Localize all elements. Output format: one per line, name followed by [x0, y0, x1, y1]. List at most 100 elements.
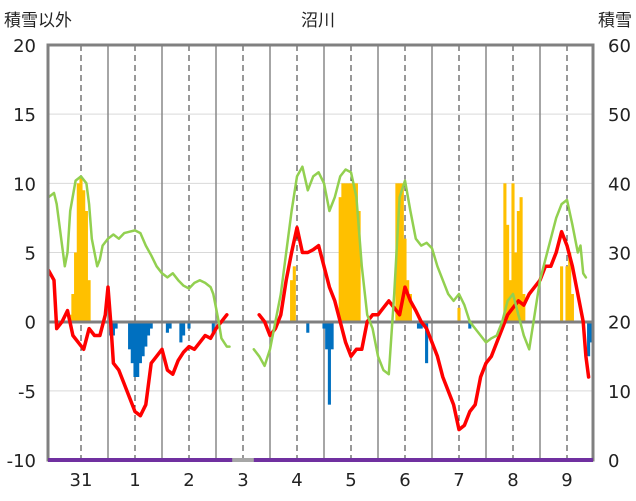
blue-bar	[144, 321, 148, 347]
blue-bar	[425, 321, 429, 364]
right-tick-label: 40	[608, 174, 631, 195]
x-tick-label: 4	[291, 470, 302, 491]
orange-bar	[400, 183, 404, 322]
orange-bar	[508, 280, 512, 322]
left-tick-label: 15	[13, 105, 36, 126]
right-tick-label: 60	[608, 36, 631, 57]
orange-bar	[519, 197, 523, 322]
blue-bar	[141, 321, 145, 357]
orange-bars	[68, 176, 574, 322]
blue-bars	[109, 321, 593, 405]
gridlines	[48, 45, 593, 460]
red-series-line	[252, 165, 588, 376]
blue-bar	[327, 321, 331, 405]
orange-bar	[344, 183, 348, 322]
blue-bar	[182, 321, 186, 336]
blue-bar	[325, 321, 329, 350]
left-tick-label: 0	[25, 313, 36, 334]
x-tick-label: 6	[399, 470, 410, 491]
blue-bar	[330, 321, 334, 350]
orange-bar	[357, 211, 361, 322]
left-tick-label: 20	[13, 36, 36, 57]
blue-bar	[187, 321, 191, 329]
blue-bar	[179, 321, 183, 343]
orange-bar	[338, 197, 342, 322]
left-axis-label: 積雪以外	[4, 11, 72, 31]
orange-bar	[87, 280, 91, 322]
orange-bar	[349, 183, 353, 322]
blue-bar	[587, 321, 591, 357]
orange-bar	[354, 183, 358, 322]
right-tick-labels: 60 50 40 30 20 10 0	[608, 36, 631, 472]
blue-bar	[130, 321, 134, 364]
orange-bar	[506, 224, 510, 322]
left-tick-label: -10	[7, 451, 36, 472]
red-series-line	[47, 175, 231, 348]
blue-bar	[133, 321, 137, 377]
blue-bar	[111, 321, 115, 336]
orange-bar	[346, 183, 350, 322]
blue-bar	[165, 321, 169, 333]
green-series-line	[46, 268, 229, 418]
orange-bar	[84, 211, 88, 322]
x-tick-label: 3	[237, 470, 248, 491]
x-tick-label: 5	[345, 470, 356, 491]
right-axis-label: 積雪	[598, 11, 632, 31]
right-tick-label: 0	[608, 451, 619, 472]
bottom-strip-bar	[48, 458, 593, 462]
bottom-strip	[48, 458, 593, 462]
blue-bar	[136, 321, 140, 377]
orange-bar	[516, 211, 520, 322]
orange-bar	[290, 280, 294, 322]
orange-bar	[568, 252, 572, 322]
x-tick-label: 7	[453, 470, 464, 491]
orange-bar	[292, 266, 296, 322]
orange-bar	[457, 307, 461, 322]
orange-bar	[511, 183, 515, 322]
orange-bar	[514, 252, 518, 322]
blue-bar	[211, 321, 215, 333]
left-tick-labels: 20 15 10 5 0 -5 -10	[7, 36, 36, 472]
blue-bar	[146, 321, 151, 336]
left-tick-label: 10	[13, 174, 36, 195]
blue-bar	[468, 321, 472, 329]
x-tick-label: 8	[507, 470, 518, 491]
orange-bar	[79, 176, 83, 322]
bottom-strip-gap	[232, 458, 254, 462]
orange-bar	[76, 183, 80, 322]
orange-bar	[503, 183, 507, 322]
x-tick-label: 31	[70, 470, 93, 491]
blue-bar	[419, 321, 423, 329]
orange-bar	[352, 183, 356, 322]
blue-bar	[416, 321, 421, 329]
right-tick-label: 10	[608, 382, 631, 403]
x-tick-label: 9	[561, 470, 572, 491]
orange-bar	[560, 266, 564, 322]
orange-bar	[82, 190, 86, 322]
blue-bar	[168, 321, 172, 329]
blue-bar	[306, 321, 310, 333]
blue-bar	[149, 321, 153, 329]
orange-bar	[565, 266, 569, 322]
series-lines	[46, 165, 591, 432]
orange-bar	[403, 238, 407, 322]
blue-bar	[128, 321, 132, 350]
green-series-line	[257, 225, 591, 432]
x-tick-label: 1	[129, 470, 140, 491]
right-tick-label: 20	[608, 313, 631, 334]
x-tick-labels: 31 1 2 3 4 5 6 7 8 9	[70, 470, 573, 491]
orange-bar	[74, 252, 78, 322]
blue-bar	[589, 321, 593, 343]
orange-bar	[341, 183, 345, 322]
left-tick-label: -5	[18, 382, 36, 403]
orange-bar	[71, 294, 75, 322]
right-tick-label: 30	[608, 244, 631, 265]
right-tick-label: 50	[608, 105, 631, 126]
chart-title: 沼川	[301, 11, 335, 31]
left-tick-label: 5	[25, 244, 36, 265]
orange-bar	[408, 294, 412, 322]
orange-bar	[522, 294, 526, 322]
blue-bar	[138, 321, 142, 364]
orange-bar	[406, 280, 410, 322]
